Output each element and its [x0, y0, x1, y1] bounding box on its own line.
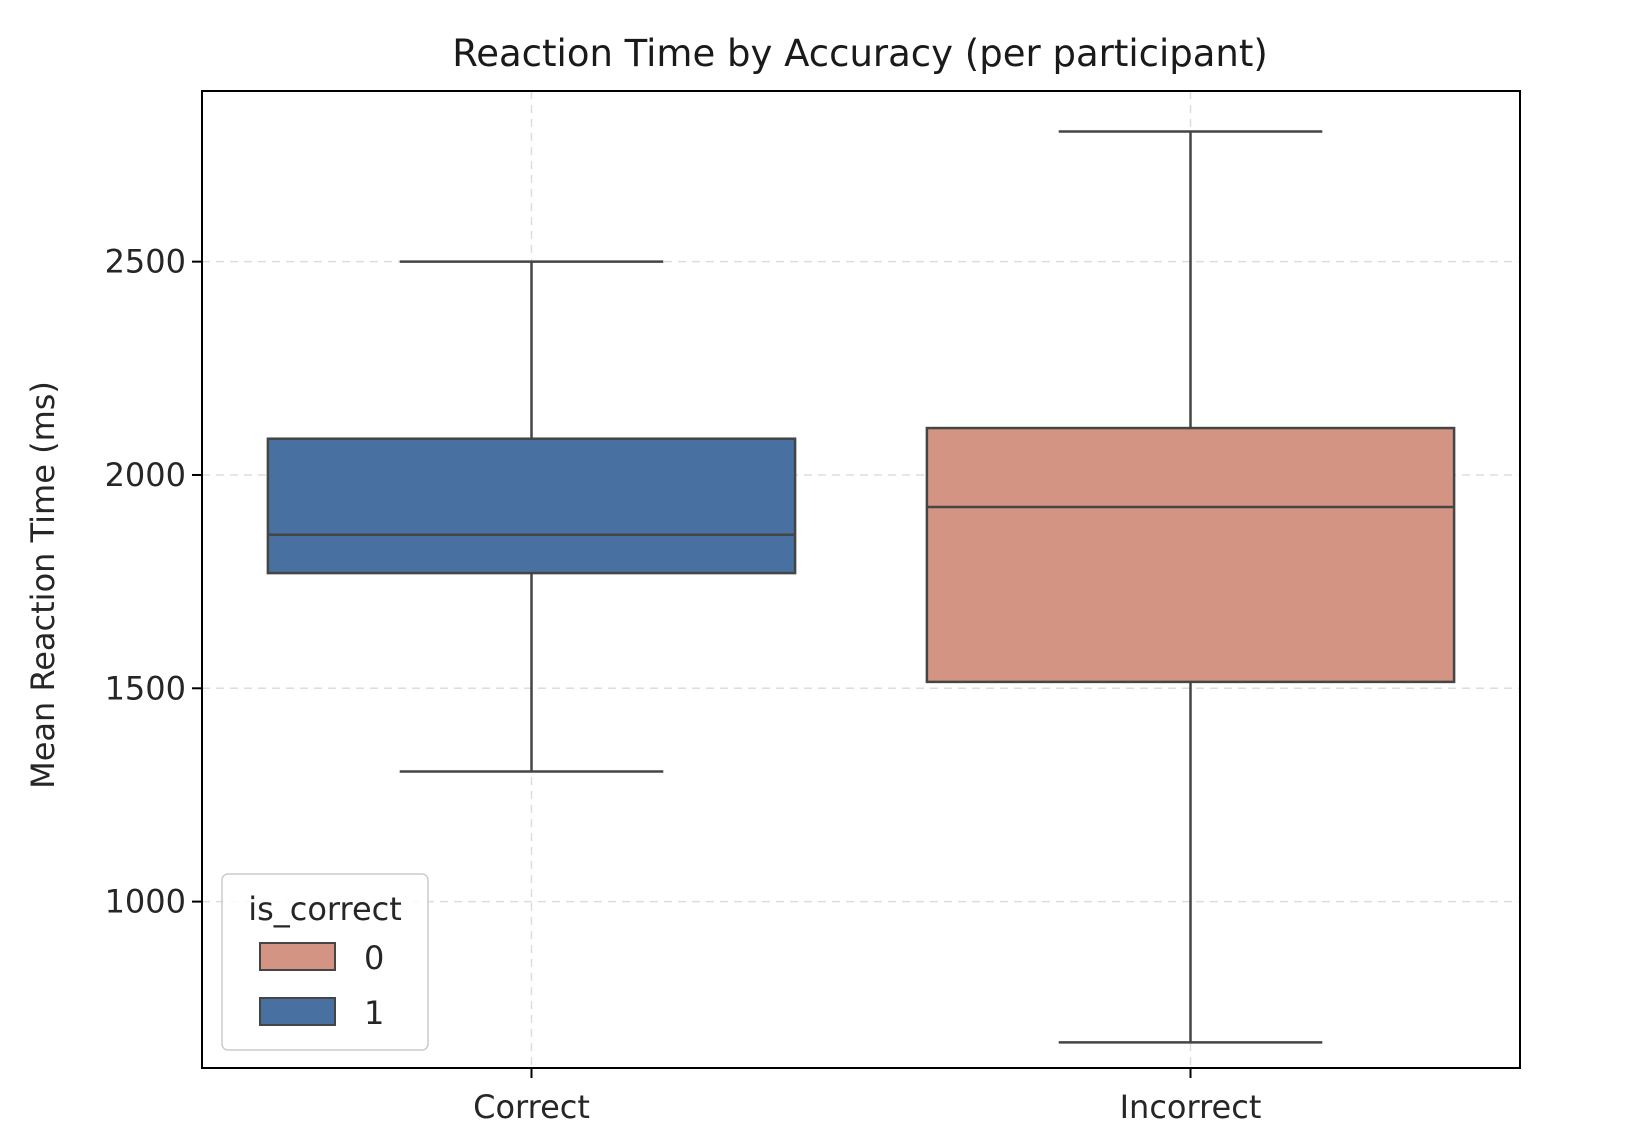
y-tick-label: 1500 [105, 669, 186, 707]
x-axis: Correct Incorrect [473, 1068, 1261, 1126]
x-tick-label: Incorrect [1120, 1088, 1262, 1126]
y-axis: 1000 1500 2000 2500 [105, 243, 202, 921]
y-axis-label: Mean Reaction Time (ms) [24, 381, 62, 789]
legend-title: is_correct [248, 890, 402, 928]
x-tick-label: Correct [473, 1088, 590, 1126]
legend-entry-label: 0 [364, 939, 384, 977]
legend-swatch [259, 997, 336, 1026]
chart-title: Reaction Time by Accuracy (per participa… [452, 32, 1268, 75]
legend-entry-label: 1 [364, 994, 384, 1032]
box-plots [266, 130, 1456, 1044]
iqr-box [266, 437, 797, 575]
iqr-box [925, 426, 1456, 684]
legend-entries: 01 [259, 939, 384, 1032]
y-tick-label: 2500 [105, 243, 186, 281]
box-correct [266, 260, 797, 773]
legend: is_correct 01 [221, 873, 429, 1051]
y-tick-label: 2000 [105, 456, 186, 494]
y-tick-label: 1000 [105, 883, 186, 921]
legend-swatch [259, 942, 336, 971]
plot-frame [201, 90, 1521, 1069]
box-incorrect [925, 130, 1456, 1044]
